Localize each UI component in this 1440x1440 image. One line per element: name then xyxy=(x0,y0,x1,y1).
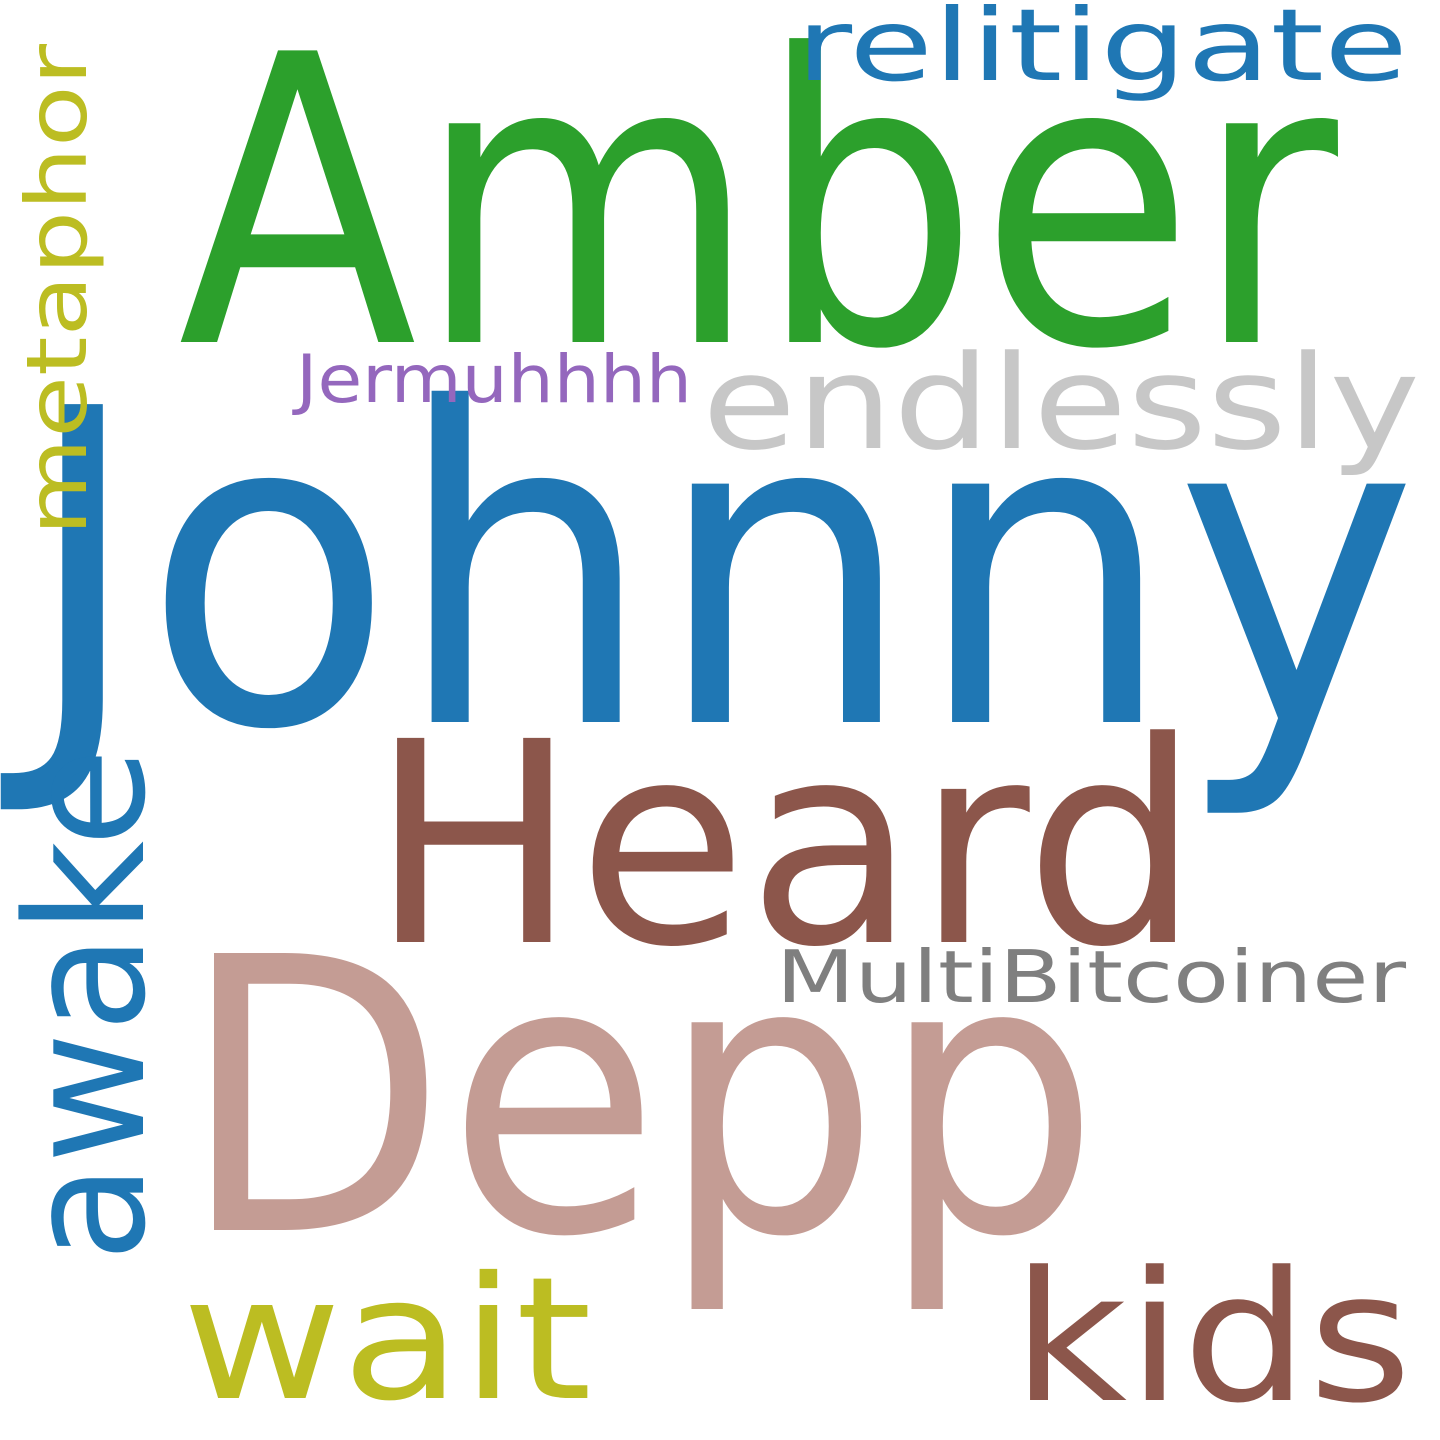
word-heard: Heard xyxy=(370,683,1200,1009)
word-kids: kids xyxy=(1012,1234,1412,1440)
word-jermuhhhh: Jermuhhhh xyxy=(292,341,692,418)
word-multibitcoiner: MultiBitcoiner xyxy=(776,935,1407,1019)
word-johnny: Johnny xyxy=(0,317,1418,825)
word-endlessly: endlessly xyxy=(702,327,1420,479)
word-wait: wait xyxy=(182,1241,592,1439)
word-metaphor: metaphor xyxy=(8,43,106,536)
word-depp: Depp xyxy=(180,877,1100,1320)
word-amber: Amber xyxy=(178,0,1342,437)
word-relitigate: relitigate xyxy=(796,0,1408,104)
word-awake: awake xyxy=(0,748,182,1262)
